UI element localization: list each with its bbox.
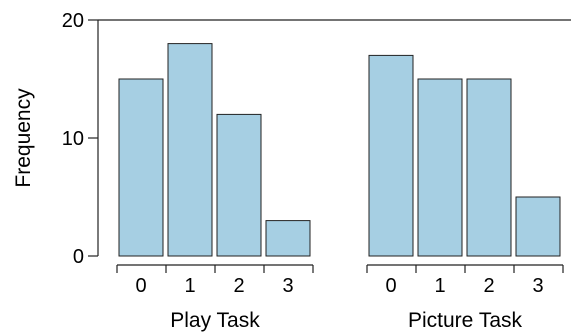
x-tick-label: 3	[282, 275, 293, 297]
panels: 0 1 2 3 Play Task 0 1 2 3 Picture Task	[116, 43, 564, 332]
panel-2: 0 1 2 3 Picture Task	[366, 54, 564, 332]
bar	[515, 196, 561, 257]
bar	[417, 78, 463, 257]
bar	[216, 113, 262, 257]
x-tick-label: 1	[184, 275, 195, 297]
x-tick-label: 3	[532, 275, 543, 297]
bar	[368, 54, 414, 257]
x-tick-label: 2	[483, 275, 494, 297]
y-axis: 0 10 20	[62, 10, 571, 268]
y-axis-label: Frequency	[12, 88, 35, 188]
bar	[167, 43, 213, 257]
x-tick-label: 2	[233, 275, 244, 297]
panel-label: Picture Task	[408, 309, 522, 332]
x-tick-label: 0	[385, 275, 396, 297]
x-tick-label: 0	[135, 275, 146, 297]
x-tick-label: 1	[434, 275, 445, 297]
bar	[118, 78, 164, 257]
panel-1: 0 1 2 3 Play Task	[116, 43, 314, 332]
panel-label: Play Task	[170, 309, 260, 332]
bar	[265, 220, 311, 257]
bar	[466, 78, 512, 257]
y-tick-label: 20	[62, 10, 84, 32]
y-tick-label: 0	[73, 246, 84, 268]
y-tick-label: 10	[62, 128, 84, 150]
